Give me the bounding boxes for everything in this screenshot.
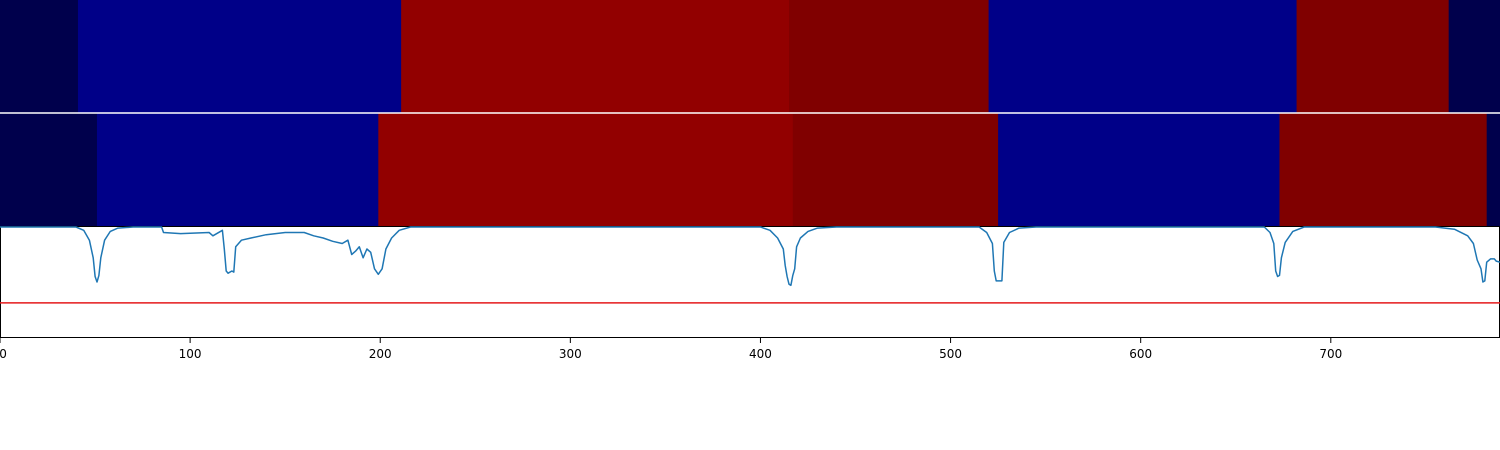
- x-tick-label-2: 200: [369, 347, 392, 361]
- heatmap-bottom-strip: [0, 113, 1500, 226]
- bottom-heatmap-segment-4: [998, 113, 1280, 226]
- bottom-heatmap-segment-3: [792, 113, 999, 226]
- top-heatmap-segment-2: [401, 0, 790, 113]
- top-heatmap-segment-4: [988, 0, 1298, 113]
- heatmap-top-strip: [0, 0, 1500, 113]
- bottom-heatmap-segment-2: [378, 113, 794, 226]
- line-panel: [0, 226, 1500, 338]
- top-heatmap-segment-6: [1448, 0, 1500, 113]
- top-heatmap-segment-3: [788, 0, 990, 113]
- top-heatmap-segment-1: [77, 0, 402, 113]
- x-tick-label-6: 600: [1129, 347, 1152, 361]
- x-tick-label-7: 700: [1319, 347, 1342, 361]
- x-tick-label-4: 400: [749, 347, 772, 361]
- x-tick-label-5: 500: [939, 347, 962, 361]
- bottom-heatmap-segment-1: [96, 113, 379, 226]
- x-axis: 0 100 200 300 400 500 600 700: [0, 338, 1342, 361]
- bottom-heatmap-segment-6: [1486, 113, 1500, 226]
- bottom-heatmap-segment-0: [0, 113, 98, 226]
- series-line: [0, 226, 1500, 287]
- bottom-heatmap-segment-5: [1279, 113, 1488, 226]
- top-heatmap-segment-0: [0, 0, 79, 113]
- line-panel-frame: [0, 226, 1500, 338]
- x-tick-label-0: 0: [0, 347, 7, 361]
- x-tick-label-3: 300: [559, 347, 582, 361]
- x-tick-label-1: 100: [179, 347, 202, 361]
- top-heatmap-segment-5: [1296, 0, 1450, 113]
